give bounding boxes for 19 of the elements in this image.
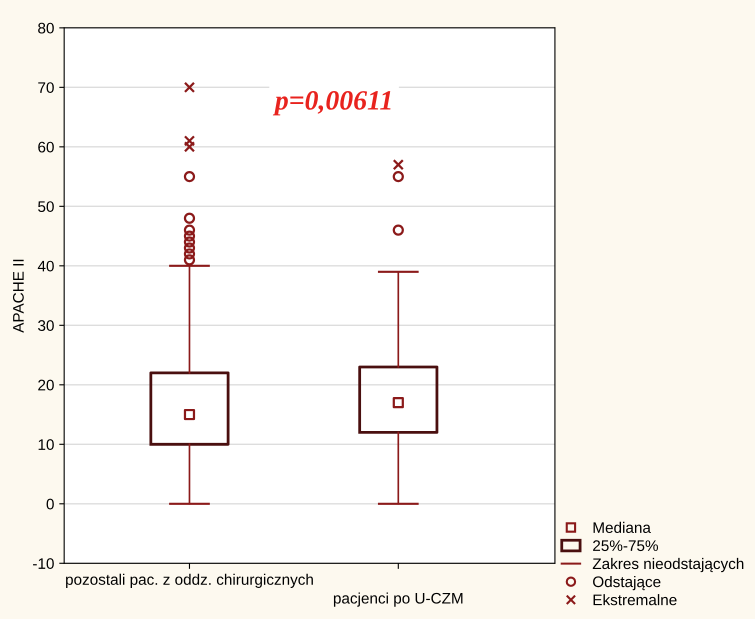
x-tick-label: pozostali pac. z oddz. chirurgicznych [66, 574, 313, 588]
legend-label: Odstające [593, 576, 660, 590]
legend-label: Ekstremalne [594, 594, 677, 606]
y-tick-label: 10 [38, 439, 54, 450]
y-tick-label: -10 [33, 558, 54, 569]
x-tick-label: pacjenci po U-CZM [334, 592, 462, 607]
y-tick-label: 40 [38, 260, 54, 272]
y-tick-label: 0 [46, 498, 54, 510]
legend-label: 25%-75% [593, 540, 658, 552]
y-tick-label: 50 [38, 201, 54, 212]
y-tick-label: 70 [38, 82, 54, 94]
y-tick-label: 20 [38, 380, 54, 390]
y-tick-label: 80 [38, 22, 54, 34]
y-tick-label: 30 [38, 320, 54, 332]
text: Mediana [594, 522, 651, 534]
annotation: p=0,00611 [272, 91, 391, 116]
y-axis-title: APACHE II [12, 260, 24, 333]
text: Zakres nieodstających [592, 558, 744, 572]
y-tick-label: 60 [38, 142, 54, 153]
